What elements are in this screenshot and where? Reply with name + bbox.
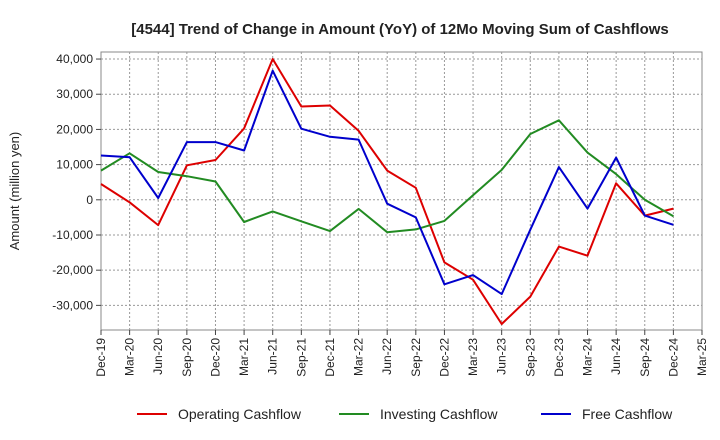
x-tick-label: Mar-21	[237, 338, 251, 376]
x-tick-label: Sep-21	[294, 338, 308, 377]
y-tick-label: -30,000	[52, 298, 93, 312]
x-tick-label: Sep-22	[409, 338, 423, 377]
x-tick-label: Dec-23	[552, 338, 566, 377]
x-tick-label: Dec-21	[323, 338, 337, 377]
x-tick-label: Sep-23	[523, 338, 537, 377]
x-tick-label: Dec-24	[666, 338, 680, 377]
x-tick-label: Mar-23	[466, 338, 480, 376]
x-tick-label: Sep-20	[180, 338, 194, 377]
y-tick-label: -20,000	[52, 263, 93, 277]
y-tick-label: 20,000	[56, 122, 93, 136]
y-axis-label: Amount (million yen)	[7, 132, 22, 251]
y-axis: 40,000 30,000 20,000 10,000 0 -10,000 -20,000 -…	[52, 52, 101, 312]
y-tick-label: 10,000	[56, 158, 93, 172]
legend-label-operating-cashflow: Operating Cashflow	[178, 406, 302, 422]
x-tick-label: Mar-24	[581, 338, 595, 376]
gridlines	[101, 52, 702, 330]
x-tick-label: Jun-24	[609, 338, 623, 375]
x-tick-label: Jun-20	[151, 338, 165, 375]
y-tick-label: 40,000	[56, 52, 93, 66]
x-tick-label: Dec-19	[94, 338, 108, 377]
x-tick-label: Jun-23	[495, 338, 509, 375]
legend: Operating Cashflow Investing Cashflow Free…	[137, 406, 673, 422]
x-tick-label: Dec-20	[208, 338, 222, 377]
x-tick-label: Jun-21	[266, 338, 280, 375]
y-tick-label: 30,000	[56, 87, 93, 101]
series-lines	[100, 58, 674, 325]
series-line-free-cashflow	[100, 69, 674, 296]
plot-area	[100, 51, 703, 331]
x-tick-label: Mar-20	[123, 338, 137, 376]
x-tick-label: Sep-24	[638, 338, 652, 377]
x-tick-label: Mar-25	[695, 338, 709, 376]
series-line-investing-cashflow	[100, 119, 674, 234]
x-tick-label: Jun-22	[380, 338, 394, 375]
chart-title: [4544] Trend of Change in Amount (YoY) o…	[131, 21, 669, 38]
legend-label-investing-cashflow: Investing Cashflow	[380, 406, 498, 422]
y-tick-label: -10,000	[52, 228, 93, 242]
y-tick-label: 0	[86, 193, 93, 207]
x-tick-label: Dec-22	[437, 338, 451, 377]
plot-frame	[100, 51, 703, 331]
legend-label-free-cashflow: Free Cashflow	[582, 406, 673, 422]
series-line-operating-cashflow	[100, 58, 674, 325]
x-tick-label: Mar-22	[352, 338, 366, 376]
x-axis: Dec-19 Mar-20 Jun-20 Sep-20 Dec-20 Mar-21 Jun-…	[94, 330, 709, 377]
